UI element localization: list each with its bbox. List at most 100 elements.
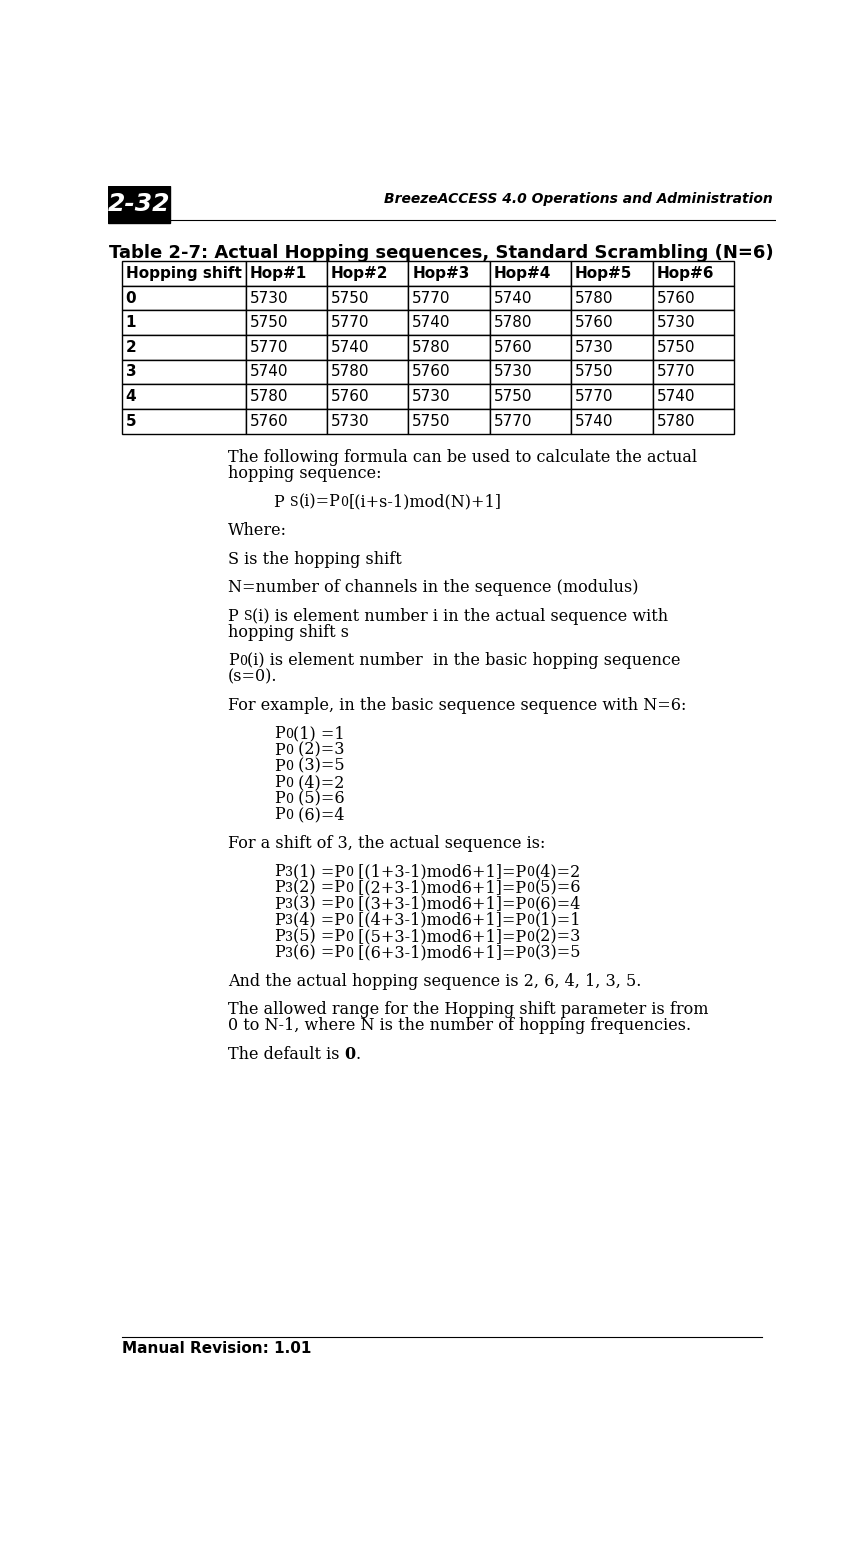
Text: N=number of channels in the sequence (modulus): N=number of channels in the sequence (mo… <box>227 579 638 596</box>
Text: P: P <box>227 608 244 625</box>
Text: (4) =P: (4) =P <box>293 911 344 928</box>
Text: 0: 0 <box>285 744 293 758</box>
Bar <box>121 286 245 311</box>
Text: 5750: 5750 <box>574 365 613 379</box>
Bar <box>326 384 408 408</box>
Text: The following formula can be used to calculate the actual: The following formula can be used to cal… <box>227 449 697 466</box>
Text: 5760: 5760 <box>656 291 694 306</box>
Text: 0: 0 <box>345 931 353 944</box>
Text: 0: 0 <box>285 809 293 821</box>
Text: 0: 0 <box>525 914 534 928</box>
Text: 5770: 5770 <box>656 365 694 379</box>
Text: 5750: 5750 <box>493 390 531 404</box>
Bar <box>245 408 326 433</box>
Text: 5740: 5740 <box>412 316 450 330</box>
Text: BreezeACCESS 4.0 Operations and Administration: BreezeACCESS 4.0 Operations and Administ… <box>383 192 771 206</box>
Text: 5780: 5780 <box>493 316 531 330</box>
Text: [(1+3-1)mod6+1]=P: [(1+3-1)mod6+1]=P <box>353 863 526 880</box>
Text: Where:: Where: <box>227 523 287 540</box>
Text: 3: 3 <box>126 365 136 379</box>
Bar <box>571 261 652 286</box>
Bar <box>245 359 326 384</box>
Text: hopping shift s: hopping shift s <box>227 623 349 640</box>
Text: 5780: 5780 <box>574 291 613 306</box>
Text: 0: 0 <box>285 777 293 789</box>
Text: Hop#1: Hop#1 <box>250 266 307 282</box>
Bar <box>571 336 652 359</box>
Text: (6) =P: (6) =P <box>293 944 345 961</box>
Text: S: S <box>290 497 299 509</box>
Text: And the actual hopping sequence is 2, 6, 4, 1, 3, 5.: And the actual hopping sequence is 2, 6,… <box>227 973 641 990</box>
Text: (3)=5: (3)=5 <box>293 758 344 775</box>
Text: 5730: 5730 <box>412 390 450 404</box>
Text: P: P <box>274 944 285 961</box>
Text: 0: 0 <box>526 866 534 879</box>
Bar <box>571 286 652 311</box>
Text: 0: 0 <box>344 914 353 928</box>
Bar <box>245 336 326 359</box>
Text: 5740: 5740 <box>250 365 288 379</box>
Text: (3) =P: (3) =P <box>293 896 345 913</box>
Text: (6)=4: (6)=4 <box>293 806 344 823</box>
Bar <box>408 286 489 311</box>
Text: 1: 1 <box>126 316 136 330</box>
Text: 5750: 5750 <box>656 340 694 354</box>
Text: Hop#2: Hop#2 <box>331 266 388 282</box>
Text: (3)=5: (3)=5 <box>534 944 580 961</box>
Text: 0: 0 <box>345 947 353 959</box>
Text: 0: 0 <box>285 761 293 774</box>
Text: Hopping shift: Hopping shift <box>126 266 241 282</box>
Text: 0: 0 <box>526 899 534 911</box>
Text: (4)=2: (4)=2 <box>534 863 580 880</box>
Bar <box>652 261 733 286</box>
Bar <box>326 286 408 311</box>
Text: (2) =P: (2) =P <box>293 879 344 896</box>
Text: 5760: 5760 <box>331 390 369 404</box>
Bar <box>121 359 245 384</box>
Text: 0: 0 <box>126 291 136 306</box>
Bar <box>245 286 326 311</box>
Text: 5750: 5750 <box>250 316 288 330</box>
Text: P: P <box>274 928 285 945</box>
Text: P: P <box>274 758 285 775</box>
Text: 2-32: 2-32 <box>108 192 170 217</box>
Text: 0: 0 <box>345 899 353 911</box>
Text: hopping sequence:: hopping sequence: <box>227 466 381 483</box>
Text: (i)=P: (i)=P <box>299 493 340 511</box>
Bar <box>326 408 408 433</box>
Text: P: P <box>274 911 285 928</box>
Text: 3: 3 <box>285 866 293 879</box>
Bar <box>652 311 733 336</box>
Text: 3: 3 <box>285 914 293 928</box>
Bar <box>489 286 571 311</box>
Bar <box>245 261 326 286</box>
Text: 5750: 5750 <box>412 413 450 429</box>
Bar <box>489 384 571 408</box>
Text: 5760: 5760 <box>574 316 613 330</box>
Bar <box>408 359 489 384</box>
Text: 5730: 5730 <box>656 316 694 330</box>
Bar <box>408 336 489 359</box>
Text: .: . <box>356 1046 361 1063</box>
Bar <box>326 311 408 336</box>
Bar <box>121 408 245 433</box>
Text: 0: 0 <box>344 1046 356 1063</box>
Text: Hop#3: Hop#3 <box>412 266 469 282</box>
Bar <box>652 384 733 408</box>
Text: [(5+3-1)mod6+1]=P: [(5+3-1)mod6+1]=P <box>353 928 526 945</box>
Text: P: P <box>274 863 285 880</box>
Text: 4: 4 <box>126 390 136 404</box>
Text: 5730: 5730 <box>331 413 369 429</box>
Text: 5780: 5780 <box>250 390 288 404</box>
Bar <box>121 336 245 359</box>
Text: 3: 3 <box>285 931 293 944</box>
Bar <box>571 384 652 408</box>
Text: 0: 0 <box>285 729 293 741</box>
Text: The allowed range for the Hopping shift parameter is from: The allowed range for the Hopping shift … <box>227 1001 708 1018</box>
Text: P: P <box>274 791 285 808</box>
Text: (2)=3: (2)=3 <box>293 741 344 758</box>
Text: 5730: 5730 <box>574 340 613 354</box>
Text: 5770: 5770 <box>493 413 531 429</box>
Bar <box>571 311 652 336</box>
Text: Manual Revision: 1.01: Manual Revision: 1.01 <box>121 1341 311 1355</box>
